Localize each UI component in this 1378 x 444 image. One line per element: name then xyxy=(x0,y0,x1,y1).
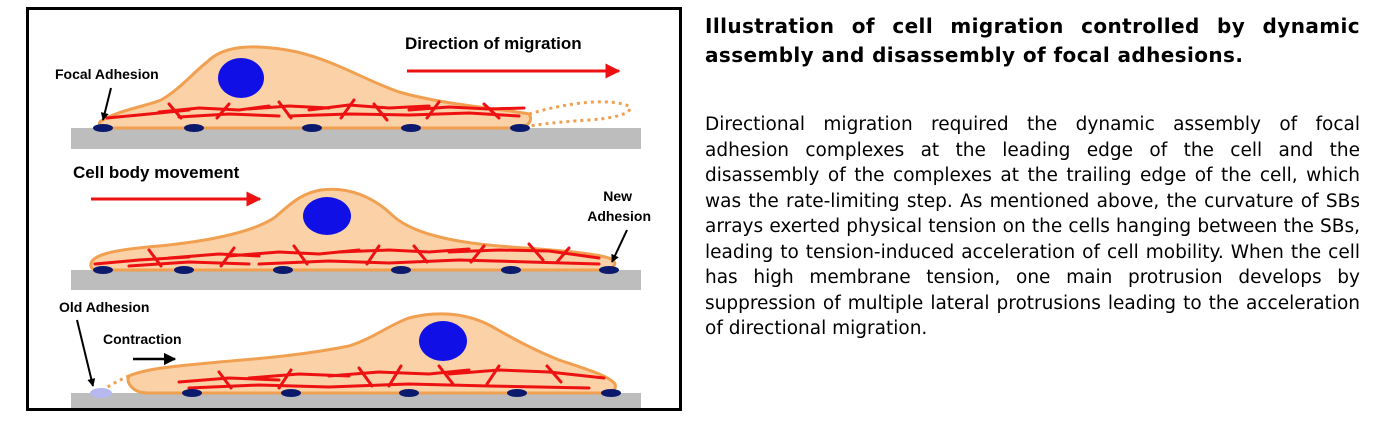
new-adhesion-label-line1: New xyxy=(603,188,632,204)
contraction-label: Contraction xyxy=(103,331,182,347)
old-adhesion-label: Old Adhesion xyxy=(59,299,149,315)
nucleus-1 xyxy=(218,58,264,98)
direction-of-migration-label: Direction of migration xyxy=(405,34,582,53)
old-adhesion-marker xyxy=(90,388,112,398)
panel-2: Cell body movement New Adhesion xyxy=(71,163,651,290)
focal-adhesion-label: Focal Adhesion xyxy=(55,66,159,82)
panel-title: Illustration of cell migration controlle… xyxy=(705,14,1360,67)
retracting-edge-1 xyxy=(528,100,632,128)
actin-fibers-1 xyxy=(105,98,526,122)
new-adhesion-label-line2: Adhesion xyxy=(587,208,651,224)
cell-migration-diagram: Focal Adhesion Direction of migration xyxy=(55,34,651,408)
old-adhesion-pointer xyxy=(76,319,96,387)
cell-migration-figure: Focal Adhesion Direction of migration xyxy=(26,7,682,411)
cell-body-movement-label: Cell body movement xyxy=(73,163,240,182)
panel-1: Focal Adhesion Direction of migration xyxy=(55,34,641,149)
substrate-3 xyxy=(71,393,641,408)
panel-body-text: Directional migration required the dynam… xyxy=(705,114,1360,339)
panel-3: Old Adhesion Contraction xyxy=(59,299,641,408)
actin-fibers-2 xyxy=(93,242,601,268)
nucleus-2 xyxy=(303,197,351,235)
actin-fibers-3 xyxy=(177,364,606,390)
substrate-1 xyxy=(71,128,641,149)
focal-adhesion-pointer xyxy=(100,87,112,121)
description-panel: Illustration of cell migration controlle… xyxy=(705,12,1360,342)
focal-adhesions-2 xyxy=(93,266,619,274)
nucleus-3 xyxy=(419,321,467,361)
new-adhesion-pointer xyxy=(611,229,628,263)
substrate-2 xyxy=(71,270,641,290)
focal-adhesions-1 xyxy=(93,124,530,132)
focal-adhesions-3 xyxy=(182,389,621,397)
